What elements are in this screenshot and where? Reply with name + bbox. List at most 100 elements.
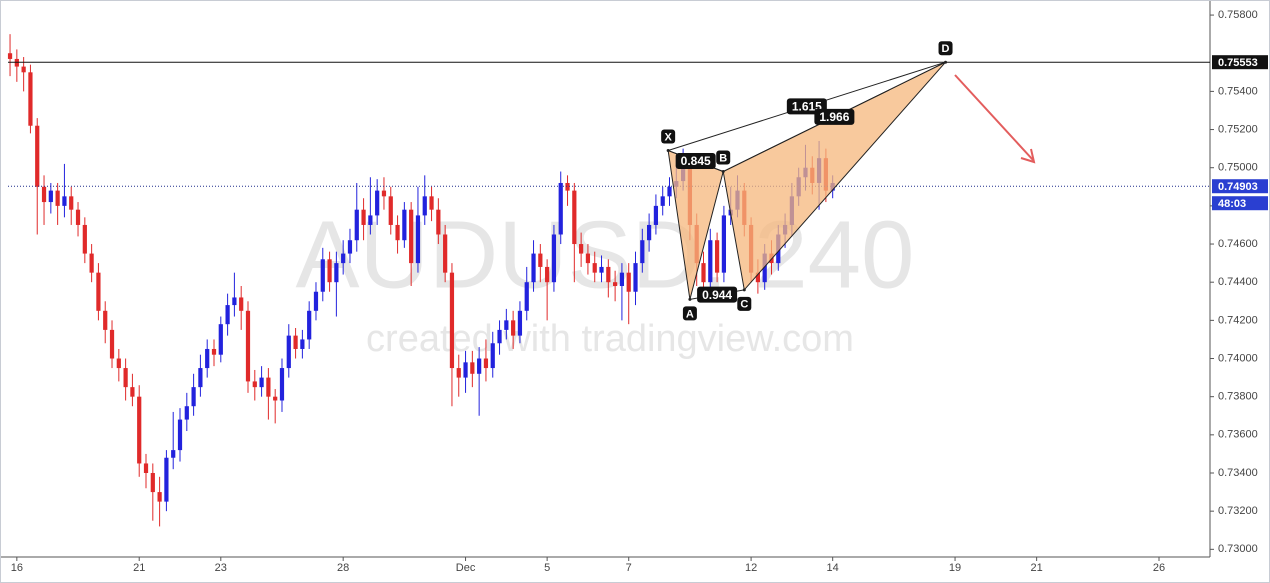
candle-body — [517, 310, 523, 336]
x-tick-label: 21 — [1031, 562, 1043, 574]
candle-body — [205, 348, 210, 369]
candle-body — [143, 463, 149, 473]
candle-body — [538, 253, 543, 267]
candle-body — [82, 224, 87, 254]
watermark: AUDUSD, 240 — [296, 201, 915, 308]
point-badge — [716, 150, 731, 165]
candle-body — [708, 240, 713, 283]
candle-body — [286, 335, 291, 369]
ratio-label: 0.845 — [681, 154, 711, 168]
point-label: X — [664, 131, 672, 143]
candle-body — [647, 224, 652, 241]
x-tick-label: 21 — [133, 562, 145, 574]
candle-body — [211, 348, 217, 355]
y-tick-label: 0.75400 — [1218, 85, 1258, 97]
ratio-badge — [814, 108, 855, 125]
candle-body — [565, 182, 570, 191]
candle-body — [388, 196, 393, 225]
pattern-point — [666, 149, 670, 153]
ratio-label: 1.615 — [792, 100, 822, 114]
candle-body — [75, 209, 81, 225]
candle-body — [130, 387, 135, 397]
candle-body — [640, 240, 645, 264]
candle-body — [443, 234, 448, 273]
candle-body — [334, 263, 339, 283]
y-tick-label: 0.75000 — [1218, 162, 1258, 174]
candle-body — [327, 259, 332, 283]
candle-body — [762, 253, 767, 283]
candle-body — [266, 377, 271, 397]
candle-body — [123, 368, 128, 388]
x-tick-label: 5 — [544, 562, 550, 574]
x-tick-label: 7 — [626, 562, 632, 574]
candle-body — [164, 457, 169, 502]
x-tick-label: 19 — [949, 562, 961, 574]
candle-body — [28, 72, 33, 126]
candle-body — [191, 387, 196, 407]
point-badge — [737, 296, 752, 311]
y-tick-label: 0.73400 — [1218, 467, 1258, 479]
candle-body — [171, 450, 176, 458]
candle-body — [368, 215, 373, 225]
candle-body — [103, 310, 108, 330]
candle-body — [436, 209, 441, 235]
candle-body — [483, 358, 489, 369]
candle-body — [463, 362, 468, 378]
ratio-badge — [697, 286, 738, 303]
axes: 0.73000 0.73200 0.73400 0.73600 0.73800 0.740… — [11, 9, 1268, 574]
point-label: A — [686, 308, 694, 320]
candle-body — [218, 324, 223, 355]
x-tick-label: 26 — [1153, 562, 1165, 574]
candle-body — [307, 310, 312, 340]
y-tick-label: 0.75200 — [1218, 123, 1258, 135]
candle-body — [701, 263, 706, 283]
candle-body — [667, 186, 672, 197]
ratio-label: 1.966 — [819, 110, 849, 124]
candle-body — [48, 190, 53, 203]
candle-body — [7, 53, 13, 59]
y-tick-label: 0.74200 — [1218, 314, 1258, 326]
candle-body — [62, 196, 67, 206]
point-label: D — [942, 43, 950, 55]
candle-body — [14, 58, 19, 67]
candle-body — [177, 419, 183, 451]
ratio-label: 0.944 — [702, 288, 732, 302]
candle-body — [375, 190, 380, 216]
candle-body — [531, 253, 536, 283]
candle-body — [545, 266, 550, 283]
y-tick-label: 0.73800 — [1218, 391, 1258, 403]
candle-body — [300, 339, 305, 349]
y-tick-label: 0.74000 — [1218, 352, 1258, 364]
candle-body — [21, 66, 26, 73]
x-tick-label: 16 — [11, 562, 23, 574]
candle-body — [619, 272, 625, 287]
candle-body — [613, 282, 618, 287]
candle-body — [313, 291, 319, 311]
candle-body — [477, 358, 482, 374]
level-marker: 0.75553 — [1218, 57, 1258, 69]
pattern-point — [742, 288, 746, 292]
candle-body — [572, 190, 577, 245]
last-price-marker: 0.74903 — [1218, 181, 1258, 193]
candle-body — [96, 272, 101, 311]
pattern-point — [688, 297, 692, 301]
candle-body — [755, 272, 760, 283]
candle-body — [490, 343, 495, 369]
candle-body — [558, 182, 563, 235]
candle-body — [347, 240, 353, 254]
candle-body — [69, 196, 74, 210]
y-tick-label: 0.73000 — [1218, 543, 1258, 555]
candle-body — [320, 259, 325, 292]
candle-body — [409, 209, 414, 264]
forecast-arrow — [954, 74, 1034, 161]
x-tick-label: Dec — [456, 562, 476, 574]
candle-body — [341, 253, 346, 264]
candle-body — [402, 209, 407, 241]
candle-body — [41, 186, 47, 203]
candle-body — [524, 282, 529, 311]
candle-body — [456, 368, 461, 378]
candle-body — [415, 215, 421, 264]
candle-body — [551, 234, 557, 283]
